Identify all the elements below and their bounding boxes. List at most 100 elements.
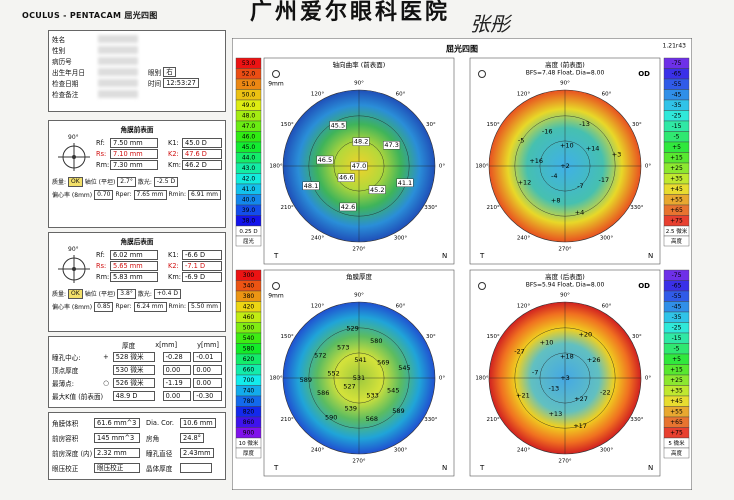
- map-value: 42.6: [341, 203, 355, 211]
- measure-value: 5.83 mm: [110, 271, 158, 282]
- volume-label: 前房容积: [52, 434, 79, 443]
- measure-value: 46.2 D: [182, 159, 222, 170]
- brand-subtitle: 屈光四图: [124, 11, 158, 20]
- map-value: -27: [514, 348, 525, 356]
- measure-label: 散光:: [137, 179, 152, 186]
- compass-label: 300°: [394, 447, 407, 453]
- scale-note: 高度: [671, 449, 683, 457]
- map-value: 568: [366, 415, 378, 423]
- measure-label: Km:: [168, 160, 181, 169]
- surface-row: Rf: 7.50 mm K1: 45.0 D: [96, 137, 222, 148]
- map-value: +3: [560, 374, 570, 382]
- map-side-right: N: [648, 464, 653, 472]
- map-value: +21: [516, 391, 530, 399]
- map-eye: OD: [638, 282, 650, 290]
- map-value: 569: [377, 359, 389, 367]
- compass-label: 120°: [517, 92, 530, 98]
- scale-label: +5: [672, 356, 681, 363]
- scale-label: 53.0: [242, 60, 256, 67]
- measure-value: 7.65 mm: [133, 189, 167, 200]
- surface-row: Rm: 5.83 mm Km: -6.9 D: [96, 271, 222, 282]
- scale-label: -15: [672, 123, 682, 130]
- map-zoom: 9mm: [268, 81, 284, 88]
- field-label: 性别: [52, 46, 66, 55]
- scale-label: -5: [674, 346, 680, 353]
- scale-note-box: [235, 447, 262, 459]
- measure-value: OK: [68, 288, 83, 299]
- pachy-header: 厚度 x[mm] y[mm]: [52, 339, 222, 350]
- map-value: 541: [354, 356, 366, 364]
- map-value: +10: [540, 338, 554, 346]
- scale-label: 900: [243, 430, 255, 437]
- map-value: 531: [353, 374, 365, 382]
- scale-note: 5 微米: [668, 439, 685, 447]
- compass-label: 0°: [645, 376, 651, 382]
- scale-label: 44.0: [242, 155, 256, 162]
- compass-label: 120°: [311, 304, 324, 310]
- pachy-row: 最大K值 (前表面) 48.9 D 0.00 -0.30: [52, 389, 223, 402]
- empty-box: [180, 462, 212, 473]
- compass-label: 180°: [269, 376, 282, 382]
- map-title: 角膜厚度: [346, 272, 373, 281]
- map-value: -7: [577, 182, 583, 190]
- scale-label: 580: [243, 346, 255, 353]
- compass-label: 210°: [486, 417, 499, 423]
- measure-label: Rmin:: [168, 191, 187, 198]
- pachy-label: +: [103, 352, 109, 361]
- map-value: 47.0: [352, 162, 366, 170]
- scale-label: -65: [672, 71, 682, 78]
- scale-label: +35: [670, 388, 683, 395]
- column-header: 厚度: [122, 341, 136, 350]
- measure-value: -7.1 D: [182, 260, 222, 271]
- redacted-value: [98, 89, 138, 98]
- compass-label: 270°: [558, 247, 571, 253]
- measure-label: Rm:: [96, 160, 110, 169]
- map-zoom: 9mm: [268, 293, 284, 300]
- measure-value: 7.50 mm: [110, 137, 158, 148]
- compass-label: 300°: [600, 235, 613, 241]
- measure-label: 轴位 (平坦): [84, 291, 116, 298]
- pachy-value: 530 微米: [112, 364, 155, 375]
- compass-label: 120°: [517, 304, 530, 310]
- scale-label: 41.0: [242, 186, 256, 193]
- compass-label: 300°: [394, 235, 407, 241]
- map-eye: OD: [638, 70, 650, 78]
- surface-radii: Rf: 6.02 mm K1: -6.6 D Rs: 5.65 mm K2: -7.1 D Rm…: [96, 249, 222, 287]
- color-scale: 53.0 52.0 51.0 50.0 49.0 48.0 47.0 46.0 45.0 44.0…: [235, 57, 262, 247]
- map-title: 轴向曲率 (前表面): [333, 60, 386, 69]
- redacted-value: [98, 78, 138, 87]
- compass-label: 210°: [280, 205, 293, 211]
- surface-row: Rm: 7.30 mm Km: 46.2 D: [96, 159, 222, 170]
- volume-value: 2.43mm: [180, 447, 214, 458]
- scale-label: -45: [672, 92, 682, 99]
- compass-label: 150°: [486, 334, 499, 340]
- volume-label: 房角: [146, 434, 160, 443]
- scale-label: 48.0: [242, 113, 256, 120]
- measure-label: 质量:: [52, 179, 67, 186]
- compass-label: 60°: [602, 92, 612, 98]
- map-value: 590: [325, 413, 337, 421]
- patient-row: 姓名: [52, 33, 222, 44]
- scale-label: 50.0: [242, 92, 256, 99]
- map-value: +12: [518, 179, 532, 187]
- redacted-value: [98, 56, 138, 65]
- field-value: 12:53:27: [163, 77, 199, 88]
- scale-label: 300: [243, 272, 255, 279]
- surface-row: 质量: OK 轴位 (平坦) 2.7° 散光: -2.5 D: [52, 175, 222, 188]
- pachy-value: 48.9 D: [112, 390, 155, 401]
- redacted-value: [98, 67, 138, 76]
- compass-label: 150°: [280, 334, 293, 340]
- volume-label: 晶体厚度: [146, 464, 173, 473]
- scale-label: +55: [670, 409, 683, 416]
- measure-value: OK: [68, 176, 83, 187]
- value-box: [337, 173, 355, 182]
- compass-label: 330°: [630, 205, 643, 211]
- compass-label: 210°: [486, 205, 499, 211]
- volume-value: 10.6 mm: [180, 417, 216, 428]
- scale-label: 340: [243, 283, 255, 290]
- measure-value: 6.91 mm: [188, 189, 221, 200]
- scale-label: -55: [672, 81, 682, 88]
- scale-label: +15: [670, 155, 683, 162]
- signature: 张彤: [470, 12, 510, 36]
